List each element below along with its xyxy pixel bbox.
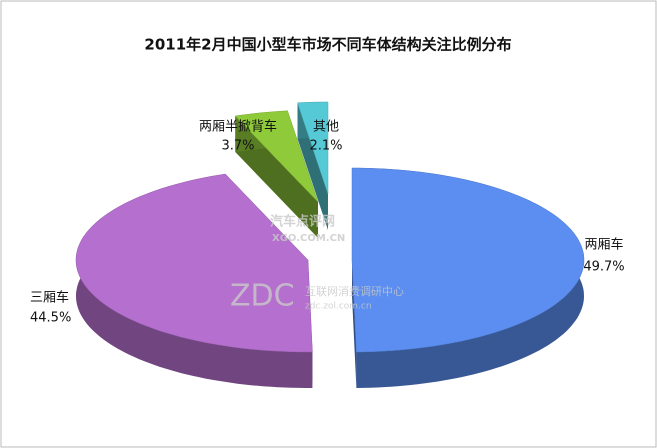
slice-label: 两厢车 — [584, 237, 623, 253]
watermark-text: ZDC — [230, 279, 295, 314]
watermark-text: zdc.zol.com.cn — [305, 302, 372, 312]
slice-label: 三厢车 — [30, 290, 69, 306]
labels: 两厢车 49.7% 三厢车 44.5% 两厢半掀背车 3.7% 其他 2.1% — [30, 119, 625, 326]
slice-side — [352, 260, 357, 388]
slice — [297, 101, 329, 195]
slice — [75, 173, 313, 353]
slice-value-label: 3.7% — [221, 139, 254, 154]
watermark-text: XGO.COM.CN — [272, 233, 345, 244]
slice — [351, 167, 585, 353]
slice-value-label: 44.5% — [30, 311, 71, 326]
watermark-text: 汽车点评网 — [270, 214, 335, 230]
watermark: 汽车点评网 XGO.COM.CN ZDC 互联网消费调研中心 zdc.zol.com.c… — [230, 214, 404, 314]
pie — [75, 101, 585, 388]
watermark-text: 互联网消费调研中心 — [305, 284, 404, 298]
slice-value-label: 2.1% — [309, 139, 342, 154]
slice-label: 两厢半掀背车 — [199, 119, 277, 135]
slice-label: 其他 — [313, 120, 339, 135]
slice — [234, 110, 319, 203]
slice-value-label: 49.7% — [583, 260, 624, 275]
chart-title: 2011年2月中国小型车市场不同车体结构关注比例分布 — [144, 36, 511, 54]
